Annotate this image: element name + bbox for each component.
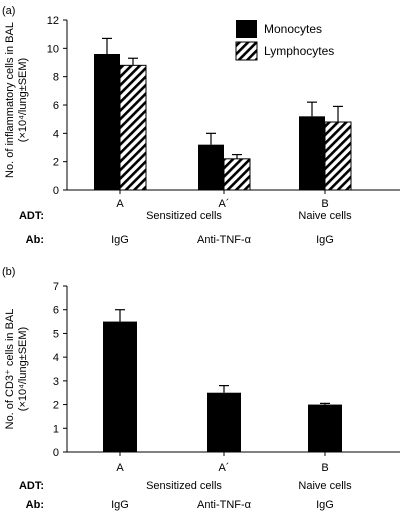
- y-tick-label: 4: [53, 352, 59, 364]
- panel-a-marks: [94, 37, 352, 191]
- y-tick-label: 2: [53, 400, 59, 412]
- panel-b-adt-sensitized: Sensitized cells: [146, 480, 222, 492]
- bar-monocytes-0: [94, 54, 120, 190]
- panel-a-ab-igg-1: IgG: [111, 234, 129, 246]
- panel-b-label: (b): [2, 266, 15, 278]
- x-category-label: B: [321, 462, 328, 474]
- panel-a-adt-naive: Naive cells: [298, 210, 352, 222]
- panel-a-ab-igg-2: IgG: [316, 234, 334, 246]
- y-tick-label: 7: [53, 281, 59, 293]
- panel-a-legend: Monocytes Lymphocytes: [235, 20, 334, 61]
- y-tick-label: 6: [53, 100, 59, 112]
- y-tick-label: 6: [53, 305, 59, 317]
- legend-monocytes-swatch: [236, 20, 257, 38]
- x-category-label: A: [116, 462, 124, 474]
- y-tick-label: 0: [53, 447, 59, 459]
- panel-b-ab-igg-1: IgG: [111, 499, 129, 511]
- bar-monocytes-1: [198, 144, 224, 190]
- panel-b-x-categories: A A´ B: [116, 452, 329, 474]
- panel-a-ylabel-line1: No. of inflammatory cells in BAL: [4, 22, 16, 178]
- panel-a-ab-label: Ab:: [26, 234, 44, 246]
- panel-a-ab-anti-tnf: Anti-TNF-α: [197, 234, 252, 246]
- legend-lymphocytes-swatch: [235, 41, 258, 61]
- legend-lymphocytes-label: Lymphocytes: [264, 44, 334, 58]
- panel-b-adt-label: ADT:: [19, 480, 44, 492]
- panel-b-ylabel-line1: No. of CD3⁺ cells in BAL: [4, 309, 16, 430]
- panel-a-label: (a): [2, 5, 15, 17]
- y-tick-label: 2: [53, 157, 59, 169]
- panel-b-marks: [103, 309, 342, 452]
- y-tick-label: 3: [53, 376, 59, 388]
- x-category-label: A´: [219, 462, 230, 474]
- panel-b-ab-igg-2: IgG: [316, 499, 334, 511]
- bar-lymphocytes-0: [119, 64, 147, 191]
- y-tick-label: 10: [47, 43, 59, 55]
- panel-a-adt-label: ADT:: [19, 210, 44, 222]
- y-tick-label: 0: [53, 185, 59, 197]
- bar-series-1: [207, 392, 241, 452]
- y-tick-label: 5: [53, 328, 59, 340]
- bar-series-0: [103, 321, 137, 452]
- panel-a-x-categories: A A´ B: [116, 190, 329, 210]
- panel-a-adt-sensitized: Sensitized cells: [146, 210, 222, 222]
- bar-monocytes-2: [299, 116, 325, 190]
- panel-b-ab-anti-tnf: Anti-TNF-α: [197, 499, 252, 511]
- y-tick-label: 4: [53, 128, 59, 140]
- x-category-label: A: [116, 198, 124, 210]
- y-tick-label: 12: [47, 15, 59, 27]
- legend-monocytes-label: Monocytes: [264, 22, 322, 36]
- panel-a: (a) No. of inflammatory cells in BAL (×1…: [2, 5, 400, 246]
- panel-b: (b) No. of CD3⁺ cells in BAL (×10⁴/lung±…: [2, 266, 400, 511]
- panel-b-ylabel-line2: (×10⁴/lung±SEM): [17, 327, 29, 411]
- bar-lymphocytes-1: [223, 158, 251, 191]
- panel-a-ylabel-line2: (×10⁴/lung±SEM): [17, 58, 29, 142]
- y-tick-label: 1: [53, 423, 59, 435]
- bar-series-2: [308, 404, 342, 452]
- panel-b-adt-naive: Naive cells: [298, 480, 352, 492]
- panel-b-ab-label: Ab:: [26, 499, 44, 511]
- y-tick-label: 8: [53, 72, 59, 84]
- bar-lymphocytes-2: [324, 121, 352, 191]
- x-category-label: B: [321, 198, 328, 210]
- x-category-label: A´: [219, 198, 230, 210]
